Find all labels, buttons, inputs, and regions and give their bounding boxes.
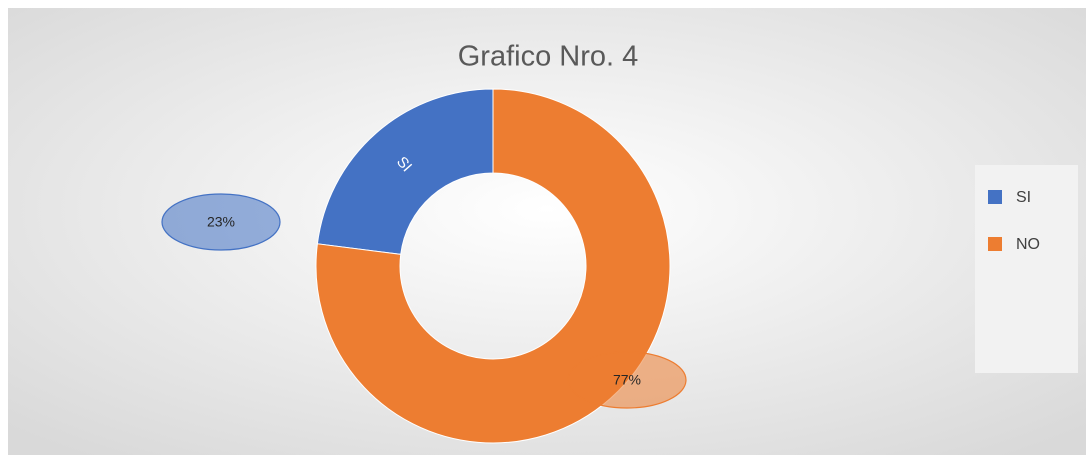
legend-label: NO (1016, 236, 1040, 253)
data-label: 77% (613, 372, 641, 388)
legend-swatch (988, 237, 1002, 251)
legend-swatch (988, 190, 1002, 204)
data-label: 23% (207, 214, 235, 230)
data-label-callout (567, 351, 687, 409)
donut-segment (316, 88, 494, 255)
data-label-callout (161, 193, 281, 251)
legend-label: SI (1016, 189, 1031, 206)
donut-segment (315, 88, 671, 444)
chart-title: Grafico Nro. 4 (458, 41, 639, 73)
